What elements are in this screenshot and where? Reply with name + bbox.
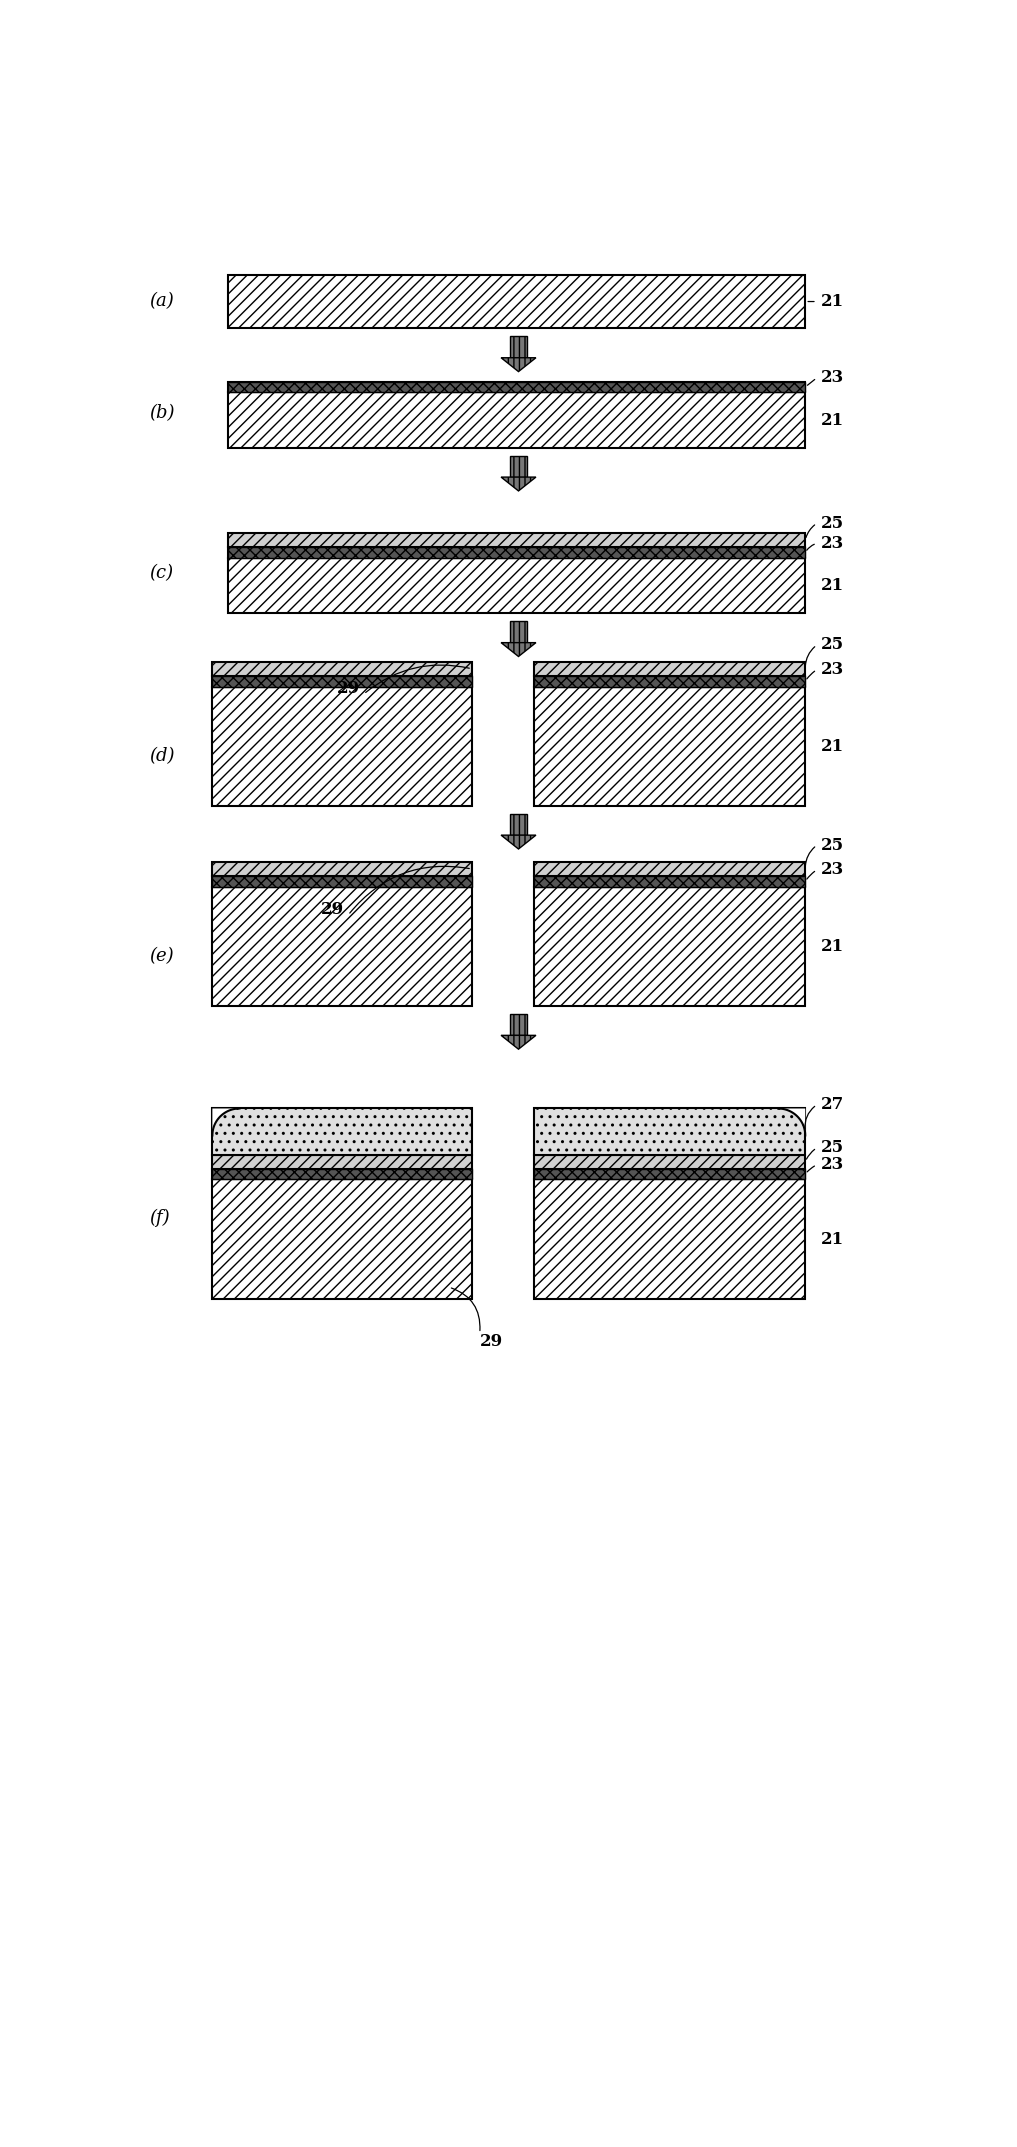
Bar: [534, 863, 805, 876]
Text: 21: 21: [821, 412, 844, 429]
Polygon shape: [501, 477, 536, 492]
Bar: [534, 687, 805, 805]
Text: 25: 25: [821, 837, 844, 855]
Bar: [534, 887, 805, 1007]
Text: 21: 21: [821, 292, 844, 309]
Bar: [213, 676, 472, 687]
Bar: [213, 1155, 472, 1168]
Bar: [228, 393, 805, 449]
Bar: [534, 1168, 805, 1179]
Text: (a): (a): [148, 292, 174, 311]
Polygon shape: [501, 835, 536, 848]
Text: 29: 29: [321, 902, 344, 919]
Text: 25: 25: [821, 1140, 844, 1157]
Text: (c): (c): [148, 565, 173, 582]
Text: 25: 25: [821, 515, 844, 532]
Text: 29: 29: [337, 681, 359, 698]
Polygon shape: [213, 1108, 239, 1136]
Bar: [534, 661, 805, 676]
Polygon shape: [778, 1108, 805, 1136]
Bar: [534, 676, 805, 687]
Bar: [213, 676, 472, 687]
Bar: [510, 814, 527, 835]
Bar: [510, 1013, 527, 1035]
Bar: [228, 382, 805, 393]
Text: 21: 21: [821, 578, 844, 595]
Text: 29: 29: [480, 1333, 502, 1350]
Bar: [228, 547, 805, 558]
Bar: [534, 876, 805, 887]
Bar: [228, 547, 805, 558]
Bar: [534, 1179, 805, 1299]
Bar: [534, 876, 805, 887]
Bar: [534, 1155, 805, 1168]
Text: (e): (e): [148, 947, 174, 964]
Bar: [213, 1179, 472, 1299]
Bar: [213, 687, 472, 805]
Bar: [534, 1108, 805, 1155]
Bar: [213, 661, 472, 676]
Text: 21: 21: [821, 739, 844, 756]
Bar: [213, 1168, 472, 1179]
Text: 23: 23: [821, 861, 844, 878]
Text: 25: 25: [821, 636, 844, 653]
Bar: [228, 558, 805, 614]
Bar: [213, 876, 472, 887]
Text: 23: 23: [821, 535, 844, 552]
Text: (d): (d): [148, 747, 174, 764]
Text: 27: 27: [821, 1097, 844, 1112]
Text: 23: 23: [821, 369, 844, 386]
Text: 21: 21: [821, 1230, 844, 1247]
Bar: [213, 1168, 472, 1179]
Bar: [228, 532, 805, 547]
Bar: [228, 382, 805, 393]
Text: (b): (b): [148, 404, 174, 423]
Bar: [213, 887, 472, 1007]
Bar: [228, 275, 805, 328]
Polygon shape: [501, 642, 536, 657]
Bar: [213, 1108, 472, 1155]
Text: (f): (f): [148, 1209, 170, 1226]
Polygon shape: [501, 359, 536, 371]
Bar: [213, 863, 472, 876]
Text: 23: 23: [821, 661, 844, 678]
Text: 23: 23: [821, 1157, 844, 1172]
Bar: [510, 337, 527, 359]
Bar: [213, 876, 472, 887]
Bar: [510, 455, 527, 477]
Bar: [510, 620, 527, 642]
Bar: [534, 1168, 805, 1179]
Bar: [534, 676, 805, 687]
Text: 21: 21: [821, 938, 844, 955]
Polygon shape: [501, 1035, 536, 1050]
